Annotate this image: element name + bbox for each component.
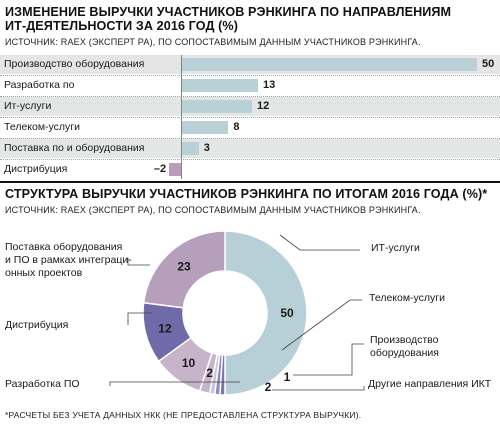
callout-leader-line [293,343,364,376]
bar [181,121,229,134]
callout-software-dev: Разработка ПО [5,378,80,390]
bar-row-shading [0,139,500,158]
bar-row: Дистрибуция –2 [0,160,500,179]
callout-integration-line3: онных проектов [5,267,83,279]
bar-row: Разработка по 13 [0,76,500,95]
callout-other-ict: Другие направления ИКТ [368,378,492,390]
bar [181,58,477,71]
bar-value-label: –2 [153,163,167,175]
bar-row: Производство оборудования 50 [0,55,500,74]
bar-value-label: 50 [482,58,495,70]
callout-it-services: ИТ-услуги [371,242,420,254]
bar-chart-source: ИСТОЧНИК: RAEX (ЭКСПЕРТ РА), ПО СОПОСТАВ… [5,37,421,47]
callout-leader-line [109,381,240,386]
footnote: *РАСЧЕТЫ БЕЗ УЧЕТА ДАННЫХ НКК (НЕ ПРЕДОС… [5,410,362,420]
callout-leader-line [127,312,152,325]
callout-leader-line [279,234,360,251]
donut-chart-source: ИСТОЧНИК: RAEX (ЭКСПЕРТ РА), ПО СОПОСТАВ… [5,205,421,215]
bar-category-label: Разработка по [4,79,75,91]
bar-category-label: Ит-услуги [4,100,52,112]
callout-distribution: Дистрибуция [5,319,69,331]
slice-value-label: 10 [182,356,196,370]
row-separator [0,138,500,139]
slice-value-label: 2 [206,366,213,380]
row-separator [0,96,500,97]
bar [181,142,199,155]
zero-axis [181,55,182,179]
slice-value-label: 50 [280,306,294,320]
bar-category-label: Поставка по и оборудования [4,142,145,154]
donut-slice [142,230,226,309]
callout-integration-line2: и ПО в рамках интеграци- [5,254,132,266]
small-slice-value-label: 2 [265,380,272,394]
bar-value-label: 8 [233,121,240,133]
bar-row: Ит-услуги 12 [0,97,500,116]
bar-category-label: Телеком-услуги [4,121,81,133]
callout-telecom: Телеком-услуги [369,292,446,304]
callout-leader-line [281,299,362,351]
bar-row: Телеком-услуги 8 [0,118,500,137]
small-slice-value-label: 1 [284,370,291,384]
row-separator [0,75,500,76]
bar [181,79,258,92]
donut-chart-title: СТРУКТУРА ВЫРУЧКИ УЧАСТНИКОВ РЭНКИНГА ПО… [5,187,488,201]
bar-chart-title-line2: ИТ-ДЕЯТЕЛЬНОСТИ ЗА 2016 ГОД (%) [5,19,239,33]
callout-hardware: Производство оборудования [370,334,439,359]
bar-value-label: 12 [257,100,270,112]
bar-value-label: 3 [203,142,210,154]
bar-chart-title-line1: ИЗМЕНЕНИЕ ВЫРУЧКИ УЧАСТНИКОВ РЭНКИНГА ПО… [5,5,452,19]
callout-leader-line [272,386,365,391]
donut-slice [224,230,308,396]
bar [169,163,181,176]
bar [181,100,253,113]
row-separator [0,117,500,118]
section-divider [0,181,500,183]
slice-value-label: 23 [177,259,191,273]
callout-integration-line1: Поставка оборудования [5,241,123,253]
slice-value-label: 12 [158,321,172,335]
bar-category-label: Производство оборудования [4,58,145,70]
bar-category-label: Дистрибуция [4,163,68,175]
callout-leader-line [127,258,150,266]
bar-value-label: 13 [262,79,276,91]
bar-row: Поставка по и оборудования 3 [0,139,500,158]
row-separator [0,159,500,160]
